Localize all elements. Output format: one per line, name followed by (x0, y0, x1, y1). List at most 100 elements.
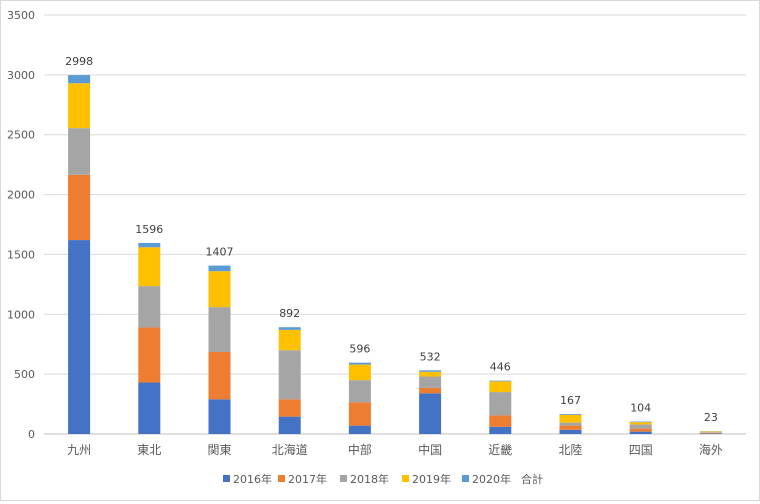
bar-stack (489, 381, 511, 434)
total-label: 167 (560, 394, 581, 407)
bar-segment (419, 393, 441, 434)
bar-segment (630, 424, 652, 428)
x-tick-label: 近畿 (488, 443, 512, 457)
y-tick-label: 2500 (7, 129, 35, 142)
legend-label: 2017年 (288, 472, 327, 486)
bar-segment (209, 399, 231, 434)
y-tick-label: 3500 (7, 9, 35, 22)
bar-segment (630, 422, 652, 423)
bar-segment (209, 352, 231, 399)
bar-segment (630, 432, 652, 434)
x-tick-label: 中国 (418, 442, 442, 457)
bar-segment (68, 240, 90, 434)
bar-segment (700, 431, 722, 432)
x-tick-label: 関東 (207, 443, 231, 457)
bar-segment (138, 327, 160, 382)
bar-segment (279, 327, 301, 330)
bar-segment (630, 422, 652, 424)
bar-segment (700, 433, 722, 434)
legend-label: 合計 (521, 472, 543, 486)
legend-swatch (402, 475, 409, 482)
bar-stack (138, 243, 160, 434)
total-label: 23 (704, 411, 718, 424)
bar-segment (68, 83, 90, 128)
bar-segment (349, 380, 371, 402)
bar-segment (419, 388, 441, 393)
bar-segment (279, 417, 301, 434)
bar-segment (68, 128, 90, 175)
y-tick-label: 1000 (7, 308, 35, 321)
total-labels: 2998 1596 1407 892 596 532 446 167 104 23 (65, 55, 718, 424)
bar-stack (68, 75, 90, 434)
total-label: 104 (630, 402, 651, 415)
bar-stack (560, 414, 582, 434)
bar-segment (560, 426, 582, 430)
bar-segment (68, 175, 90, 240)
x-tick-label: 北海道 (272, 442, 308, 457)
x-tick-label: 海外 (699, 442, 723, 457)
y-tick-label: 3000 (7, 69, 35, 82)
bar-segment (630, 429, 652, 432)
y-axis: 0 500 1000 1500 2000 2500 3000 3500 (7, 9, 35, 441)
bar-segment (489, 381, 511, 392)
legend-swatch (340, 475, 347, 482)
bar-segment (489, 415, 511, 426)
bar-segment (349, 363, 371, 365)
x-tick-label: 四国 (629, 443, 653, 457)
bar-segment (138, 243, 160, 247)
legend-swatch (223, 475, 230, 482)
bar-stack (630, 422, 652, 434)
bar-segment (700, 433, 722, 434)
total-label: 2998 (65, 55, 93, 68)
legend-label: 2018年 (350, 472, 389, 486)
legend: 2016年 2017年 2018年 2019年 2020年合計 (223, 472, 543, 486)
total-label: 1407 (206, 246, 234, 259)
bar-segment (419, 370, 441, 371)
bar-segment (209, 307, 231, 352)
bar-segment (279, 350, 301, 399)
bar-segment (138, 383, 160, 434)
bar-segment (349, 426, 371, 434)
total-label: 892 (279, 307, 300, 320)
bar-segment (138, 247, 160, 286)
total-label: 532 (420, 350, 441, 363)
y-tick-label: 2000 (7, 189, 35, 202)
bar-segment (489, 392, 511, 415)
x-tick-label: 東北 (137, 443, 161, 457)
bar-segment (138, 286, 160, 327)
x-tick-label: 九州 (67, 443, 91, 457)
bar-segment (560, 423, 582, 426)
bar-stack (279, 327, 301, 434)
bar-segment (279, 399, 301, 416)
bar-segment (419, 372, 441, 377)
bar-segment (349, 365, 371, 381)
x-axis: 九州東北関東北海道中部中国近畿北陸四国海外 (67, 442, 723, 457)
bar-segment (560, 414, 582, 415)
legend-label: 2020年 (472, 472, 511, 486)
bar-segment (489, 381, 511, 382)
bar-segment (209, 266, 231, 272)
total-label: 596 (349, 343, 370, 356)
bar-segment (489, 427, 511, 434)
bar-segment (419, 377, 441, 388)
x-tick-label: 北陸 (558, 443, 582, 457)
bar-stack (700, 431, 722, 434)
bar-segment (560, 415, 582, 423)
bar-segment (279, 330, 301, 350)
total-label: 1596 (135, 223, 163, 236)
legend-label: 2019年 (412, 472, 451, 486)
legend-label: 2016年 (233, 472, 272, 486)
bar-segment (209, 271, 231, 307)
total-label: 446 (490, 361, 511, 374)
bar-segment (560, 430, 582, 434)
y-tick-label: 500 (14, 368, 35, 381)
bar-segment (700, 432, 722, 433)
y-tick-label: 0 (28, 428, 35, 441)
bar-segment (349, 402, 371, 425)
bar-stack (419, 370, 441, 434)
y-tick-label: 1500 (7, 248, 35, 261)
bar-stack (209, 266, 231, 434)
bar-stack (349, 363, 371, 434)
bar-segment (68, 75, 90, 83)
